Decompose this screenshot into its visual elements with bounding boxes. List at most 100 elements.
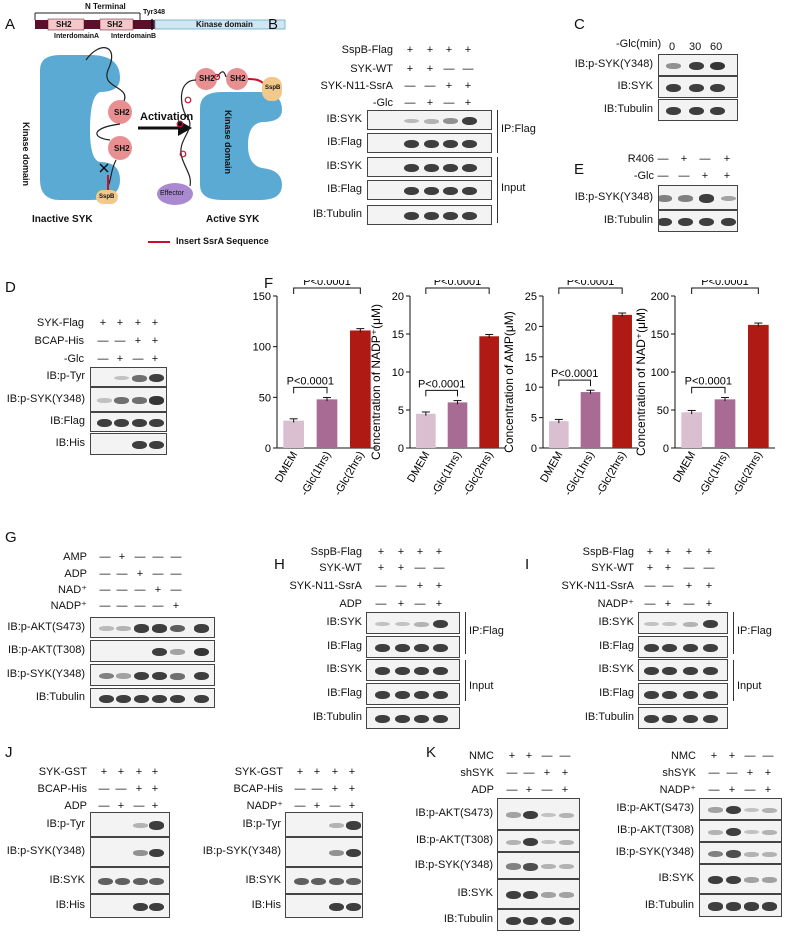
panel-k-blot-strip	[497, 879, 580, 909]
panel-k2-band	[761, 902, 777, 911]
panel-i-blot-strip	[638, 659, 728, 681]
y-tick-label: 15	[392, 329, 404, 341]
panel-d-band	[131, 397, 147, 404]
panel-g-band	[193, 624, 209, 633]
y-axis-label: Concentration of NADP⁺(μM)	[369, 304, 383, 460]
panel-i-band	[643, 643, 659, 653]
panel-k-band	[540, 812, 556, 818]
panel-j-condition-label: SYK-GST	[38, 766, 87, 778]
panel-d-band	[96, 418, 112, 428]
panel-i-blot-label: IB:Flag	[599, 640, 634, 652]
panel-j-blot-strip	[90, 894, 170, 918]
bar	[479, 336, 499, 448]
panel-e-band	[698, 194, 714, 203]
panel-j2-condition-mark: +	[348, 783, 356, 795]
inactive-sspb-label: SspB	[99, 194, 115, 200]
panel-g-condition-mark: —	[152, 551, 164, 563]
panel-j-condition-label: ADP	[64, 800, 87, 812]
panel-b-condition-mark: —	[404, 80, 416, 92]
panel-j-blot-label: IB:p-SYK(Y348)	[6, 845, 85, 857]
panel-h-band	[374, 643, 390, 653]
panel-d-band	[131, 374, 147, 382]
inactive-sh2b-label: SH2	[114, 144, 130, 153]
panel-j-band	[148, 902, 164, 912]
panel-i-band	[661, 690, 677, 700]
panel-i-band	[682, 643, 698, 653]
panel-i-band	[682, 666, 698, 676]
panel-e-blot-label: IB:Tubulin	[603, 214, 653, 226]
panel-j2-condition-mark: +	[331, 766, 339, 778]
panel-e-condition-label: -Glc	[633, 170, 654, 182]
panel-j-condition-mark: +	[135, 766, 143, 778]
panel-k2-condition-mark: —	[708, 767, 720, 779]
category-label: DMEM	[273, 450, 300, 485]
panel-k-blot-strip	[497, 909, 580, 931]
panel-k-band	[558, 864, 574, 869]
tyr-label: Tyr348	[143, 9, 166, 16]
panel-k2-band	[743, 829, 759, 835]
panel-k2-blot-label: IB:Tubulin	[644, 898, 694, 911]
panel-e-condition-mark: +	[701, 170, 709, 182]
sh2-domain-2	[99, 18, 134, 31]
panel-b-band	[442, 118, 458, 124]
panel-e-band	[677, 217, 693, 227]
panel-j2-condition-mark: —	[294, 800, 306, 812]
panel-h-group-bracket	[465, 660, 466, 701]
panel-k-blot-label: IB:p-SYK(Y348)	[414, 858, 493, 871]
panel-b-band	[423, 163, 439, 173]
panel-c-timepoint: 30	[689, 41, 702, 53]
significance-bracket	[691, 287, 759, 294]
panel-g-condition-mark: —	[170, 551, 182, 563]
panel-g-letter: G	[5, 529, 17, 546]
p-value-label: P<0.0001	[567, 280, 614, 288]
panel-e-condition-mark: +	[680, 153, 688, 165]
panel-g-blot-strip	[90, 640, 215, 662]
panel-d-condition-mark: +	[151, 353, 159, 365]
panel-k-blot-strip	[497, 830, 580, 852]
panel-j2-band	[345, 877, 361, 886]
category-label: DMEM	[405, 450, 432, 485]
panel-k-condition-label: ADP	[471, 784, 494, 796]
panel-b-band	[461, 211, 477, 221]
panel-b-condition-mark: +	[426, 97, 434, 109]
inactive-kinase-label: Kinase domain	[21, 122, 31, 187]
panel-b-group-label: Input	[501, 182, 526, 194]
panel-c-blot-label: IB:SYK	[617, 80, 653, 92]
panel-k-band	[540, 864, 556, 869]
panel-k2-band	[743, 807, 759, 813]
panel-j-blot-label: IB:p-Tyr	[46, 817, 85, 830]
panel-j2-condition-mark: —	[294, 783, 306, 795]
panel-b-condition-mark: +	[464, 44, 472, 56]
panel-c-blot-label: IB:Tubulin	[603, 103, 653, 115]
panel-e-band	[659, 217, 672, 227]
panel-b-condition-mark: +	[464, 80, 472, 92]
panel-i-blot-label: IB:Flag	[599, 687, 634, 699]
significance-bracket	[558, 287, 623, 294]
panel-j-condition-mark: +	[151, 766, 159, 778]
active-sspb-label: SspB	[265, 85, 281, 91]
panel-k-band	[522, 862, 538, 871]
panel-h-blot-label: IB:Flag	[327, 687, 362, 699]
panel-g-band	[98, 694, 114, 704]
panel-k2-band	[707, 850, 723, 858]
panel-g-blot-label: IB:Tubulin	[35, 691, 85, 703]
panel-b-condition-mark: —	[424, 80, 436, 92]
panel-g-blot-strip	[90, 664, 215, 686]
panel-h-group-label: Input	[469, 680, 494, 692]
panel-e-band	[677, 195, 693, 202]
panel-j2-condition-mark: +	[313, 766, 321, 778]
panel-k-band	[558, 839, 574, 845]
panel-k2-band	[707, 875, 723, 885]
panel-j2-band	[328, 902, 344, 912]
panel-h-blot-label: IB:Tubulin	[312, 711, 362, 723]
p-value-label: P<0.0001	[434, 280, 481, 288]
y-tick-label: 25	[525, 291, 537, 303]
panel-h-band	[432, 643, 448, 653]
panel-j2-band	[345, 821, 361, 830]
panel-j-condition-label: BCAP-His	[37, 783, 87, 795]
panel-i-band	[702, 714, 718, 724]
panel-j-band	[132, 877, 148, 886]
active-sspb	[262, 77, 282, 101]
panel-k-condition-mark: —	[506, 767, 518, 779]
panel-i-condition-label: SYK-N11-SsrA	[561, 580, 634, 592]
